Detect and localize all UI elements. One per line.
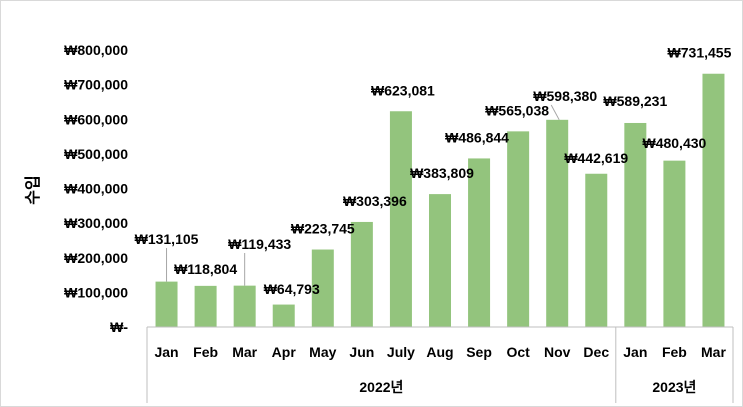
x-tick-label: Jan <box>154 344 178 360</box>
data-label: ₩303,396 <box>343 193 407 209</box>
bar <box>155 281 178 327</box>
x-axis: Jan Feb Mar Apr May Jun July Aug Sep Oct Nov Dec Jan… <box>146 326 734 403</box>
x-tick-label: Mar <box>701 344 726 360</box>
data-label: ₩119,433 <box>228 236 291 252</box>
x-tick-label: Jun <box>349 344 374 360</box>
y-tick-label: ₩400,000 <box>64 181 128 197</box>
bar <box>233 285 256 327</box>
data-label: ₩383,809 <box>410 165 474 181</box>
bars <box>155 73 725 328</box>
data-label: ₩118,804 <box>174 261 237 277</box>
bar <box>546 119 569 327</box>
x-tick-label: Apr <box>272 344 297 360</box>
label-leader-lines <box>166 104 560 286</box>
bar <box>350 221 373 327</box>
x-tick-label: Jan <box>623 344 647 360</box>
bar <box>507 131 530 327</box>
x-tick-label: Mar <box>232 344 257 360</box>
x-tick-label: Dec <box>583 344 609 360</box>
y-tick-label: ₩700,000 <box>64 77 128 93</box>
y-axis-label: 수입 <box>24 175 42 204</box>
bar <box>663 160 686 327</box>
data-label: ₩598,380 <box>533 88 597 104</box>
bar <box>389 111 412 327</box>
bar <box>585 173 608 327</box>
y-tick-label: ₩600,000 <box>64 111 128 127</box>
data-label: ₩223,745 <box>291 221 355 237</box>
data-label: ₩486,844 <box>445 129 509 145</box>
bar <box>624 122 647 328</box>
y-tick-label: ₩- <box>110 319 128 335</box>
x-tick-label: July <box>387 344 415 360</box>
x-group-label: 2023년 <box>652 379 696 395</box>
bar <box>429 194 451 327</box>
y-tick-label: ₩100,000 <box>64 284 128 300</box>
x-tick-label: Feb <box>662 344 687 360</box>
x-tick-label: Oct <box>506 344 530 360</box>
bar <box>194 285 217 327</box>
x-tick-label: Feb <box>193 344 218 360</box>
data-label: ₩589,231 <box>603 93 667 109</box>
y-tick-label: ₩200,000 <box>64 250 128 266</box>
bar <box>702 73 725 327</box>
bar <box>468 158 491 327</box>
y-tick-label: ₩300,000 <box>64 215 128 231</box>
data-label: ₩731,455 <box>668 45 732 61</box>
y-tick-label: ₩500,000 <box>64 146 128 162</box>
data-label: ₩64,793 <box>264 281 320 297</box>
bar <box>272 304 295 327</box>
x-tick-label: Aug <box>426 344 453 360</box>
x-group-label: 2022년 <box>359 379 403 395</box>
leader-line <box>550 104 560 121</box>
data-label: ₩480,430 <box>642 135 706 151</box>
data-label: ₩623,081 <box>371 82 435 98</box>
bar <box>311 249 334 327</box>
y-tick-label: ₩800,000 <box>64 42 128 58</box>
x-tick-label: Nov <box>544 344 571 360</box>
x-tick-label: Sep <box>466 344 492 360</box>
x-tick-label: May <box>309 344 336 360</box>
data-label: ₩565,038 <box>485 102 549 118</box>
y-axis: ₩- ₩100,000 ₩200,000 ₩300,000 ₩400,000 ₩500,0… <box>64 42 128 335</box>
data-label: ₩131,105 <box>135 231 199 247</box>
data-labels: ₩131,105 ₩118,804 ₩119,433 ₩64,793 ₩223,745 ₩… <box>135 45 732 297</box>
data-label: ₩442,619 <box>564 150 628 166</box>
